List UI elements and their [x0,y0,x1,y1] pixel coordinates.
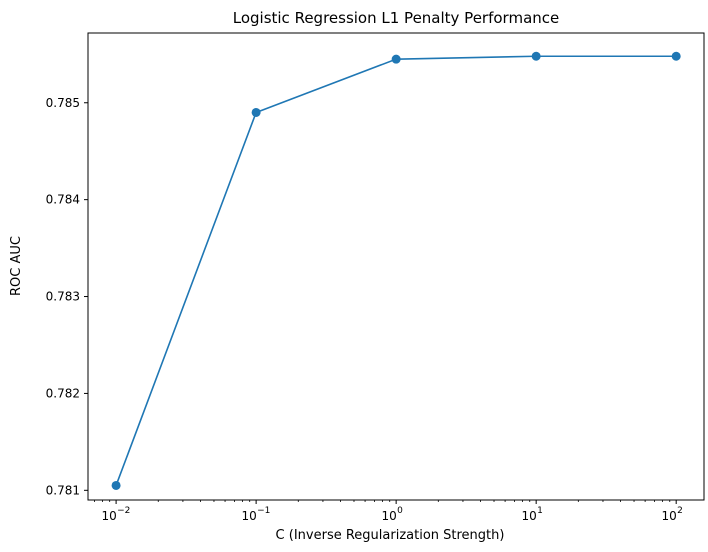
x-tick-exponent: 2 [677,506,683,516]
data-point [391,54,401,64]
y-tick-label: 0.782 [46,386,80,400]
series-line [115,55,677,486]
x-tick-label: 10 [662,509,677,523]
x-axis-label: C (Inverse Regularization Strength) [276,528,505,543]
y-tick-label: 0.784 [46,193,80,207]
x-tick-exponent: −1 [257,506,270,516]
data-point [531,51,541,61]
x-tick-exponent: −2 [117,506,130,516]
x-tick-exponent: 0 [397,506,403,516]
x-tick-label: 10 [522,509,537,523]
x-ticks: 10 −2 10 −1 10 0 10 1 10 2 [94,500,683,523]
x-tick-label: 10 [101,509,116,523]
y-tick-label: 0.785 [46,96,80,110]
data-point [111,480,121,490]
y-ticks: 0.781 0.782 0.783 0.784 0.785 [46,96,88,497]
data-point [671,51,681,61]
y-tick-label: 0.781 [46,483,80,497]
plot-frame [87,32,705,501]
series [111,51,681,490]
x-tick-exponent: 1 [537,506,543,516]
y-tick-label: 0.783 [46,290,80,304]
y-axis-label: ROC AUC [9,236,24,296]
data-point [251,107,261,117]
x-tick-label: 10 [241,509,256,523]
x-tick-label: 10 [381,509,396,523]
chart-title: Logistic Regression L1 Penalty Performan… [233,9,560,27]
